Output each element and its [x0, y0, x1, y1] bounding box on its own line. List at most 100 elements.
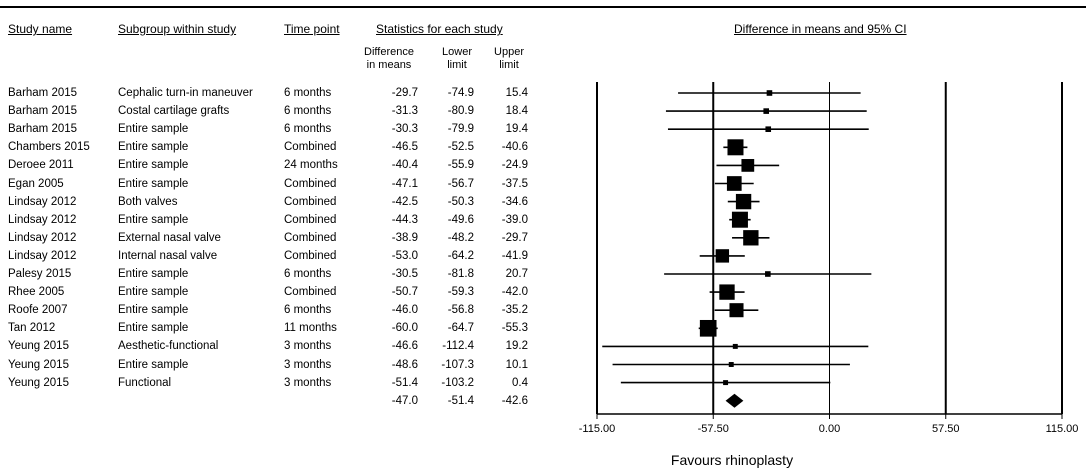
lower-limit-cell: -50.3	[447, 195, 474, 208]
time-point-cell: Combined	[284, 195, 337, 208]
time-point-cell: 11 months	[284, 322, 337, 335]
difference-cell: -46.5	[391, 141, 418, 154]
subgroup-cell: Both valves	[118, 195, 178, 208]
study-name-cell: Lindsay 2012	[8, 231, 77, 244]
time-point-cell: Combined	[284, 231, 337, 244]
study-name-cell: Barham 2015	[8, 105, 78, 118]
subgroup-cell: Entire sample	[118, 304, 189, 317]
x-tick-label: -115.00	[579, 423, 616, 435]
lower-limit-cell: -112.4	[442, 340, 474, 353]
time-point-cell: 6 months	[284, 304, 332, 317]
effect-marker	[763, 108, 770, 114]
header-lower-limit: Lower limit	[442, 46, 472, 71]
upper-limit-cell: 18.4	[505, 105, 528, 118]
header-difference-in-means: Difference in means	[364, 46, 414, 71]
study-name-cell: Barham 2015	[8, 123, 78, 136]
upper-limit-cell: -24.9	[501, 159, 528, 172]
difference-cell: -40.4	[391, 159, 418, 172]
upper-limit-cell: -34.6	[501, 195, 528, 208]
lower-limit-cell: -52.5	[447, 141, 474, 154]
upper-limit-cell: -29.7	[501, 231, 528, 244]
study-name-cell: Barham 2015	[8, 87, 78, 99]
header-time-point: Time point	[284, 22, 340, 36]
study-name-cell: Roofe 2007	[8, 304, 68, 317]
difference-cell: -31.3	[391, 105, 418, 118]
lower-limit-cell: -107.3	[441, 358, 474, 371]
effect-marker	[729, 303, 744, 318]
lower-limit-cell: -59.3	[447, 286, 474, 299]
subgroup-cell: Entire sample	[118, 159, 189, 172]
lower-limit-cell: -56.8	[447, 304, 474, 317]
header-statistics: Statistics for each study	[376, 22, 503, 36]
upper-limit-cell: 0.4	[512, 376, 528, 389]
lower-limit-cell: -64.7	[447, 322, 474, 335]
upper-limit-cell: -37.5	[501, 177, 528, 190]
x-axis-label: Favours rhinoplasty	[670, 452, 794, 468]
lower-limit-cell: -103.2	[441, 376, 474, 389]
effect-marker	[719, 284, 735, 300]
subgroup-cell: Entire sample	[118, 268, 189, 280]
difference-cell: -29.7	[391, 87, 418, 99]
difference-cell: -30.5	[391, 268, 418, 280]
time-point-cell: 6 months	[284, 268, 332, 280]
study-name-cell: Deroee 2011	[8, 159, 74, 172]
header-subgroup: Subgroup within study	[118, 22, 237, 36]
upper-limit-cell: 19.4	[505, 123, 528, 136]
effect-marker	[726, 176, 742, 191]
summary-diamond	[725, 393, 744, 408]
time-point-cell: Combined	[284, 249, 337, 262]
difference-cell: -60.0	[391, 322, 418, 335]
upper-limit-cell: -55.3	[501, 322, 528, 335]
study-name-cell: Chambers 2015	[8, 141, 90, 154]
difference-cell: -44.3	[391, 213, 418, 226]
study-name-cell: Lindsay 2012	[8, 195, 77, 208]
lower-limit-cell: -74.9	[447, 87, 474, 99]
difference-cell: -46.6	[391, 340, 418, 353]
header-study-name: Study name	[8, 22, 73, 36]
lower-limit-cell: -48.2	[447, 231, 474, 244]
study-name-cell: Lindsay 2012	[8, 249, 77, 262]
effect-marker	[728, 362, 734, 367]
header-upper-limit: Upper limit	[494, 46, 524, 71]
subgroup-cell: Aesthetic-functional	[118, 340, 219, 353]
effect-marker	[731, 211, 748, 228]
upper-limit-cell: -39.0	[501, 213, 528, 226]
subgroup-cell: Entire sample	[118, 358, 189, 371]
summary-difference-cell: -47.0	[391, 394, 418, 407]
upper-limit-cell: -35.2	[501, 304, 528, 317]
difference-cell: -53.0	[391, 249, 418, 262]
lower-limit-cell: -56.7	[447, 177, 474, 190]
effect-marker	[723, 380, 729, 386]
subgroup-cell: Entire sample	[118, 213, 189, 226]
subgroup-cell: Costal cartilage grafts	[118, 105, 230, 118]
time-point-cell: 6 months	[284, 123, 332, 136]
subgroup-cell: Entire sample	[118, 141, 189, 154]
summary-lower-limit-cell: -51.4	[447, 394, 474, 407]
time-point-cell: 3 months	[284, 376, 332, 389]
effect-marker	[743, 230, 759, 246]
upper-limit-cell: -41.9	[501, 249, 528, 262]
difference-cell: -38.9	[391, 231, 418, 244]
effect-marker	[735, 193, 752, 210]
subgroup-cell: Internal nasal valve	[118, 249, 218, 262]
study-name-cell: Tan 2012	[8, 322, 56, 335]
subgroup-cell: Cephalic turn-in maneuver	[118, 87, 253, 99]
effect-marker	[715, 249, 730, 263]
difference-cell: -48.6	[391, 358, 418, 371]
summary-upper-limit-cell: -42.6	[501, 394, 528, 407]
time-point-cell: 6 months	[284, 105, 332, 118]
effect-marker	[766, 90, 773, 96]
effect-marker	[727, 139, 744, 156]
effect-marker	[765, 271, 771, 277]
time-point-cell: 3 months	[284, 340, 332, 353]
subgroup-cell: Entire sample	[118, 322, 189, 335]
difference-cell: -30.3	[391, 123, 418, 136]
difference-cell: -42.5	[391, 195, 418, 208]
subgroup-cell: Entire sample	[118, 286, 189, 299]
difference-cell: -46.0	[391, 304, 418, 317]
study-name-cell: Egan 2005	[8, 177, 64, 190]
time-point-cell: Combined	[284, 286, 337, 299]
subgroup-cell: Entire sample	[118, 177, 189, 190]
header-plot-title: Difference in means and 95% CI	[734, 22, 907, 36]
